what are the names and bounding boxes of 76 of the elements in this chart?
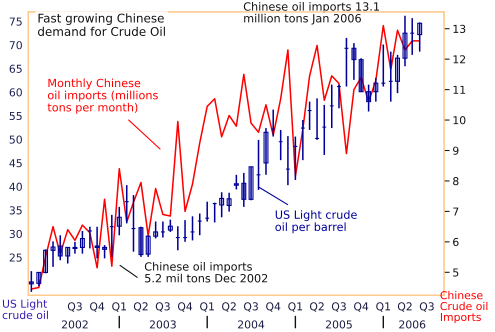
x-tick-label: Q3 <box>332 302 346 312</box>
y-tick-label: 55 <box>10 112 22 120</box>
y2-tick-label: 5 <box>453 268 458 277</box>
annotation: Chinese oil imports 13.1 million tons Jan 2006 <box>244 2 380 25</box>
candlestick <box>146 234 151 258</box>
x-tick-label: Q2 <box>310 302 324 312</box>
x-tick-label: Q3 <box>420 302 434 312</box>
x2-tick-label: 2002 <box>62 320 88 329</box>
y-tick-label: 75 <box>10 18 22 26</box>
y-tick-label: 70 <box>10 41 22 50</box>
annotation: Chinese oil imports 5.2 mil tons Dec 2002 <box>144 262 268 282</box>
candlestick <box>102 244 108 260</box>
candlestick <box>241 172 246 208</box>
candlestick <box>80 230 85 254</box>
y-tick-label: 45 <box>9 159 22 168</box>
candlestick <box>373 77 378 102</box>
candlestick <box>94 226 100 260</box>
y2-tick-label: 7 <box>453 208 458 216</box>
x-tick-label: Q4 <box>266 302 280 312</box>
y2-tick-label: 8 <box>453 177 458 186</box>
x-tick-label: Q4 <box>178 302 192 312</box>
candlestick <box>264 127 268 176</box>
y-tick-label: 30 <box>10 230 22 238</box>
series-label: Monthly Chinese oil imports (millions tons per month) <box>48 78 158 114</box>
legend-label: US Light crude oil per barrel <box>275 210 357 234</box>
x2-tick-label: 2003 <box>150 320 176 329</box>
x-tick-label: Q1 <box>200 302 214 312</box>
candlestick <box>138 226 144 258</box>
candlestick <box>58 234 63 261</box>
y2-tick-label: 11 <box>454 86 466 94</box>
candlestick <box>402 14 408 67</box>
y-tick-label: 40 <box>9 182 22 191</box>
candlestick <box>116 206 122 236</box>
y2-axis-title: Chinese Crude oil Imports <box>440 290 488 324</box>
candlestick <box>395 54 400 94</box>
x-tick-label: Q2 <box>134 302 148 312</box>
candlestick <box>351 42 356 81</box>
candlestick <box>226 192 232 212</box>
candlestick <box>50 240 56 268</box>
x2-tick-label: 2004 <box>238 320 264 329</box>
y-tick-label: 35 <box>10 206 22 214</box>
y2-tick-label: 10 <box>454 116 466 124</box>
y2-tick-label: 13 <box>454 24 466 33</box>
x-tick-label: Q2 <box>398 302 412 312</box>
text: Fast growing Chinese demand for Crude Oil <box>38 13 165 36</box>
candlestick <box>219 191 224 218</box>
line-series <box>30 24 420 290</box>
x2-tick-label: 2006 <box>399 320 426 329</box>
candlestick <box>65 246 70 264</box>
candlestick <box>366 84 372 112</box>
x-tick-label: Q1 <box>376 302 390 312</box>
x-tick-label: Q4 <box>354 302 368 312</box>
x-tick-label: Q3 <box>244 302 258 312</box>
candlestick <box>72 241 78 254</box>
x2-tick-label: 2005 <box>326 320 352 329</box>
x-tick-label: Q4 <box>90 302 104 312</box>
x-tick-label: Q3 <box>156 302 170 312</box>
candlestick <box>153 220 158 240</box>
y-tick-label: 50 <box>10 135 22 144</box>
x-tick-label: Q1 <box>112 302 126 312</box>
y2-tick-label: 6 <box>453 238 459 246</box>
x-tick-label: Q3 <box>68 302 82 312</box>
x-tick-label: Q2 <box>222 302 236 312</box>
candlestick <box>248 166 254 202</box>
y-axis-title: US Light crude oil <box>2 299 48 320</box>
y-tick-label: 25 <box>10 253 22 262</box>
y2-tick-label: 12 <box>454 55 466 64</box>
y2-tick-label: 9 <box>453 146 458 155</box>
candlestick <box>28 270 34 293</box>
x-tick-label: Q1 <box>288 302 302 312</box>
candlestick <box>417 22 422 52</box>
y-tick-label: 60 <box>10 88 22 96</box>
candlestick <box>358 57 364 92</box>
candlestick <box>234 174 239 190</box>
y-tick-label: 65 <box>10 64 22 73</box>
candlestick <box>168 218 173 233</box>
